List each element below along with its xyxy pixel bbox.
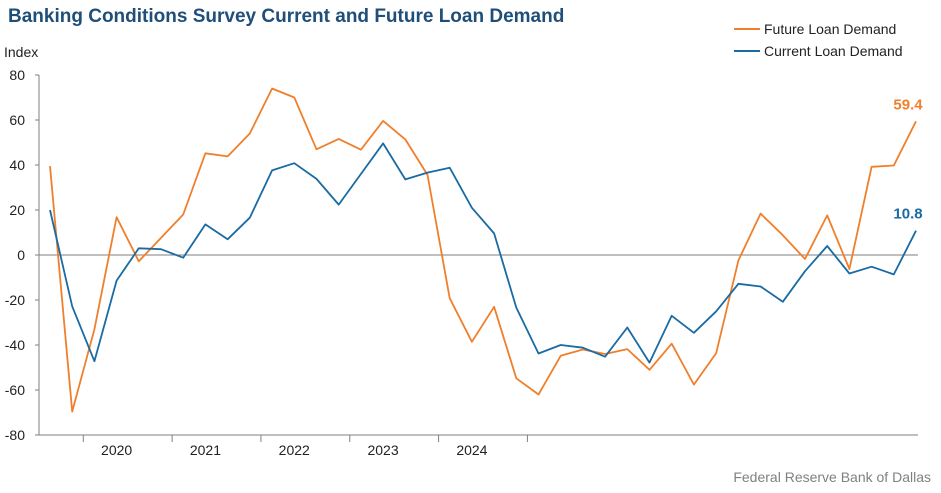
chart-title: Banking Conditions Survey Current and Fu… <box>8 6 565 27</box>
source-note: Federal Reserve Bank of Dallas <box>733 469 931 485</box>
series-line-current-loan-demand <box>49 142 917 364</box>
x-tick-label: 2023 <box>367 442 398 458</box>
y-tick-label: 20 <box>9 202 25 218</box>
y-tick-label: -60 <box>5 382 25 398</box>
y-tick-label: 60 <box>9 112 25 128</box>
y-tick-label: -80 <box>5 427 25 443</box>
y-tick-label: 80 <box>9 67 25 83</box>
x-tick-label: 2021 <box>190 442 221 458</box>
x-tick-label: 2020 <box>101 442 132 458</box>
end-value-label: 59.4 <box>893 96 923 113</box>
y-tick-label: -20 <box>5 292 25 308</box>
y-tick-label: 0 <box>17 247 25 263</box>
series-line-future-loan-demand <box>49 87 917 413</box>
legend-label: Current Loan Demand <box>764 43 903 59</box>
end-value-label: 10.8 <box>893 206 922 223</box>
y-tick-label: 40 <box>9 157 25 173</box>
legend-label: Future Loan Demand <box>764 21 896 37</box>
y-tick-label: -40 <box>5 337 25 353</box>
x-tick-label: 2024 <box>456 442 487 458</box>
axes: -80 -60 -40 -20 0 20 40 60 80 2020 2021 2022 2023 202… <box>5 67 918 458</box>
series-layer: 59.4 10.8 <box>49 87 923 413</box>
y-axis-unit-label: Index <box>4 44 39 60</box>
legend: Future Loan Demand Current Loan Demand <box>734 21 903 59</box>
x-tick-label: 2022 <box>279 442 310 458</box>
